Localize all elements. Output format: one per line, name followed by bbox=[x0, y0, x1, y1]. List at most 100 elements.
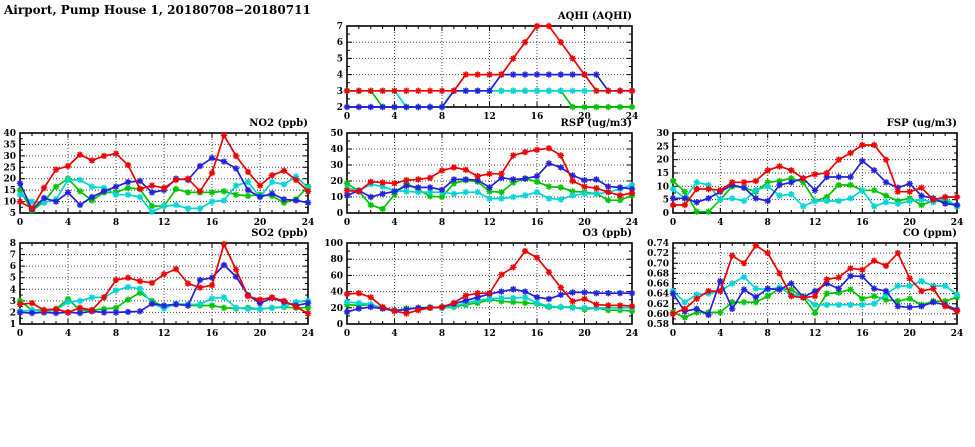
svg-text:16: 16 bbox=[531, 218, 544, 228]
chart-title-fsp: FSP (ug/m3) bbox=[886, 118, 957, 129]
svg-text:12: 12 bbox=[483, 112, 496, 122]
series-cyan-markers bbox=[669, 179, 961, 210]
svg-text:24: 24 bbox=[626, 218, 639, 228]
series-red bbox=[343, 145, 636, 199]
svg-text:12: 12 bbox=[158, 329, 171, 339]
svg-text:6: 6 bbox=[10, 262, 16, 272]
series-red bbox=[343, 247, 636, 317]
chart-co: 0.580.600.620.640.660.680.700.720.740 4 8 1… bbox=[647, 239, 963, 339]
svg-text:0: 0 bbox=[344, 112, 350, 122]
svg-text:8: 8 bbox=[439, 218, 445, 228]
series-cyan-markers bbox=[16, 173, 312, 216]
page-title: Airport, Pump House 1, 20180708−20180711 bbox=[4, 3, 311, 17]
svg-text:4: 4 bbox=[391, 218, 397, 228]
x-axis-labels: 0 4 8 12 16 20 24 bbox=[344, 329, 638, 339]
svg-text:100: 100 bbox=[324, 239, 343, 249]
plot-border bbox=[672, 132, 958, 214]
gridlines bbox=[347, 243, 632, 324]
svg-text:10: 10 bbox=[330, 193, 343, 203]
svg-text:0: 0 bbox=[337, 320, 343, 330]
svg-text:20: 20 bbox=[3, 175, 16, 185]
chart-fsp: 0 5 10 15 20 25 30 0 4 8 12 16 20 24 bbox=[656, 129, 963, 228]
svg-text:24: 24 bbox=[626, 112, 639, 122]
svg-text:0: 0 bbox=[663, 209, 669, 219]
svg-text:12: 12 bbox=[483, 329, 496, 339]
svg-text:6: 6 bbox=[337, 38, 343, 48]
y-axis-labels: 0 10 20 30 40 50 bbox=[330, 129, 343, 219]
svg-text:3: 3 bbox=[337, 87, 343, 97]
svg-text:4: 4 bbox=[65, 329, 71, 339]
series-blue bbox=[343, 160, 636, 201]
svg-text:60: 60 bbox=[330, 271, 343, 281]
chart-rsp: 0 10 20 30 40 50 0 4 8 12 16 20 24 bbox=[330, 129, 638, 228]
svg-text:4: 4 bbox=[391, 112, 397, 122]
svg-text:12: 12 bbox=[809, 329, 822, 339]
svg-text:20: 20 bbox=[254, 329, 267, 339]
x-axis-labels: 0 4 8 12 16 20 24 bbox=[670, 329, 963, 339]
svg-text:0.58: 0.58 bbox=[647, 320, 669, 330]
series-blue-markers bbox=[343, 160, 636, 201]
svg-text:30: 30 bbox=[656, 129, 669, 139]
svg-text:4: 4 bbox=[10, 285, 16, 295]
svg-text:0.74: 0.74 bbox=[647, 239, 669, 249]
series-red-markers bbox=[16, 132, 312, 212]
series-red bbox=[16, 241, 312, 317]
y-axis-labels: 1 23 45 67 8 bbox=[10, 239, 16, 330]
svg-text:0.66: 0.66 bbox=[647, 280, 669, 290]
svg-text:5: 5 bbox=[663, 196, 669, 206]
plot-border bbox=[19, 242, 309, 325]
svg-text:0: 0 bbox=[344, 329, 350, 339]
series-red bbox=[669, 141, 961, 209]
svg-text:16: 16 bbox=[531, 112, 544, 122]
svg-text:16: 16 bbox=[531, 329, 544, 339]
chart-title-so2: SO2 (ppb) bbox=[251, 228, 308, 239]
series-red-line bbox=[19, 133, 309, 210]
svg-text:40: 40 bbox=[330, 145, 343, 155]
x-axis-labels: 0 4 8 12 16 20 24 bbox=[344, 112, 638, 122]
svg-text:4: 4 bbox=[65, 218, 71, 228]
svg-text:35: 35 bbox=[3, 140, 16, 150]
y-axis-labels: 0 20 40 60 80 100 bbox=[324, 239, 343, 330]
series-red bbox=[16, 132, 312, 212]
svg-text:2: 2 bbox=[337, 103, 343, 113]
series-red-markers bbox=[669, 141, 961, 209]
svg-text:4: 4 bbox=[337, 71, 343, 81]
x-axis-labels: 0 4 8 12 16 20 24 bbox=[17, 218, 314, 228]
svg-text:8: 8 bbox=[765, 329, 771, 339]
chart-title-aqhi: AQHI (AQHI) bbox=[557, 11, 632, 22]
svg-text:16: 16 bbox=[856, 329, 869, 339]
svg-text:12: 12 bbox=[158, 218, 171, 228]
svg-text:24: 24 bbox=[302, 329, 315, 339]
svg-text:0.70: 0.70 bbox=[647, 259, 669, 269]
svg-text:15: 15 bbox=[3, 186, 16, 196]
svg-text:25: 25 bbox=[656, 142, 669, 152]
svg-text:16: 16 bbox=[856, 218, 869, 228]
svg-text:24: 24 bbox=[951, 218, 964, 228]
x-axis-labels: 0 4 8 12 16 20 24 bbox=[344, 218, 638, 228]
svg-text:10: 10 bbox=[656, 182, 669, 192]
svg-text:25: 25 bbox=[3, 163, 16, 173]
svg-text:4: 4 bbox=[717, 218, 723, 228]
plot-border bbox=[346, 132, 633, 214]
svg-text:5: 5 bbox=[337, 54, 343, 64]
plot-border bbox=[672, 242, 958, 325]
gridlines bbox=[347, 26, 632, 107]
series-red bbox=[669, 242, 961, 318]
svg-text:0: 0 bbox=[670, 218, 676, 228]
series-red-markers bbox=[343, 247, 636, 317]
svg-text:15: 15 bbox=[656, 169, 669, 179]
svg-text:30: 30 bbox=[3, 152, 16, 162]
svg-text:4: 4 bbox=[717, 329, 723, 339]
svg-text:24: 24 bbox=[626, 329, 639, 339]
svg-text:50: 50 bbox=[330, 129, 343, 139]
svg-text:0: 0 bbox=[670, 329, 676, 339]
svg-text:40: 40 bbox=[3, 129, 16, 139]
svg-text:20: 20 bbox=[254, 218, 267, 228]
svg-text:10: 10 bbox=[3, 198, 16, 208]
svg-text:20: 20 bbox=[330, 304, 343, 314]
gridlines bbox=[20, 133, 308, 213]
svg-text:0: 0 bbox=[344, 218, 350, 228]
series-red-markers bbox=[343, 22, 636, 94]
